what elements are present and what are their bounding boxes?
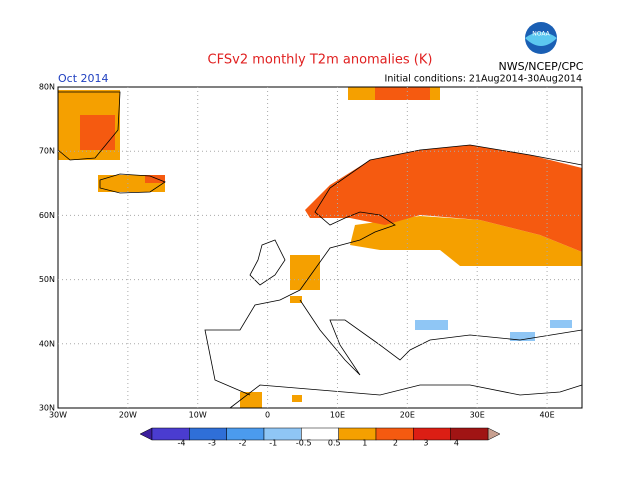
- logo-wave: [525, 32, 557, 46]
- patch: [292, 395, 302, 402]
- lon-label: 10W: [189, 411, 207, 420]
- patch: [350, 216, 582, 266]
- colorbar-label: 3: [423, 439, 428, 448]
- patch: [145, 175, 165, 183]
- initial-conditions: Initial conditions: 21Aug2014-30Aug2014: [385, 74, 582, 85]
- colorbar-label: -3: [208, 439, 216, 448]
- patch: [550, 320, 572, 328]
- anomaly-patches: [58, 87, 582, 408]
- map-frame: [57, 86, 583, 409]
- lon-label: 20W: [119, 411, 137, 420]
- source-label: NWS/NCEP/CPC: [499, 60, 584, 73]
- coastline: [57, 91, 121, 161]
- patch: [290, 255, 320, 290]
- lat-label: 50N: [39, 275, 55, 284]
- colorbar-segment: [338, 427, 377, 441]
- period-label: Oct 2014: [58, 72, 109, 85]
- colorbar-label: -1: [269, 439, 277, 448]
- lon-label: 30E: [470, 411, 485, 420]
- coastline: [229, 384, 583, 409]
- colorbar-segment: [450, 427, 489, 441]
- lon-label: 0: [265, 411, 270, 420]
- patch: [240, 392, 262, 408]
- coastline: [249, 239, 286, 286]
- colorbar-label: -0.5: [296, 439, 312, 448]
- coastline: [204, 144, 583, 396]
- patch: [415, 320, 448, 330]
- colorbar-arrow-low: [139, 427, 153, 441]
- lat-label: 40N: [39, 339, 55, 348]
- coastline: [99, 173, 166, 194]
- patch: [510, 332, 535, 341]
- patch: [80, 115, 115, 150]
- lon-label: 40E: [539, 411, 554, 420]
- map-title: CFSv2 monthly T2m anomalies (K): [208, 53, 433, 68]
- coastlines: [57, 91, 583, 409]
- lon-label: 10E: [330, 411, 345, 420]
- patch: [375, 87, 430, 100]
- colorbar-label: 2: [393, 439, 398, 448]
- lon-label: 20E: [400, 411, 415, 420]
- lat-label: 80N: [39, 83, 55, 92]
- colorbar-arrow-high: [487, 427, 501, 441]
- colorbar-label: 4: [454, 439, 459, 448]
- colorbar-label: 1: [362, 439, 367, 448]
- colorbar-label: 0.5: [328, 439, 341, 448]
- lat-label: 70N: [39, 147, 55, 156]
- colorbar-segment: [413, 427, 451, 441]
- lat-label: 30N: [39, 404, 55, 413]
- coastline: [299, 299, 583, 376]
- colorbar-label: -2: [239, 439, 247, 448]
- patch: [305, 145, 582, 252]
- lat-label: 60N: [39, 211, 55, 220]
- patch: [290, 296, 302, 303]
- colorbar-label: -4: [178, 439, 186, 448]
- lon-label: 30W: [49, 411, 67, 420]
- logo-text: NOAA: [532, 31, 550, 38]
